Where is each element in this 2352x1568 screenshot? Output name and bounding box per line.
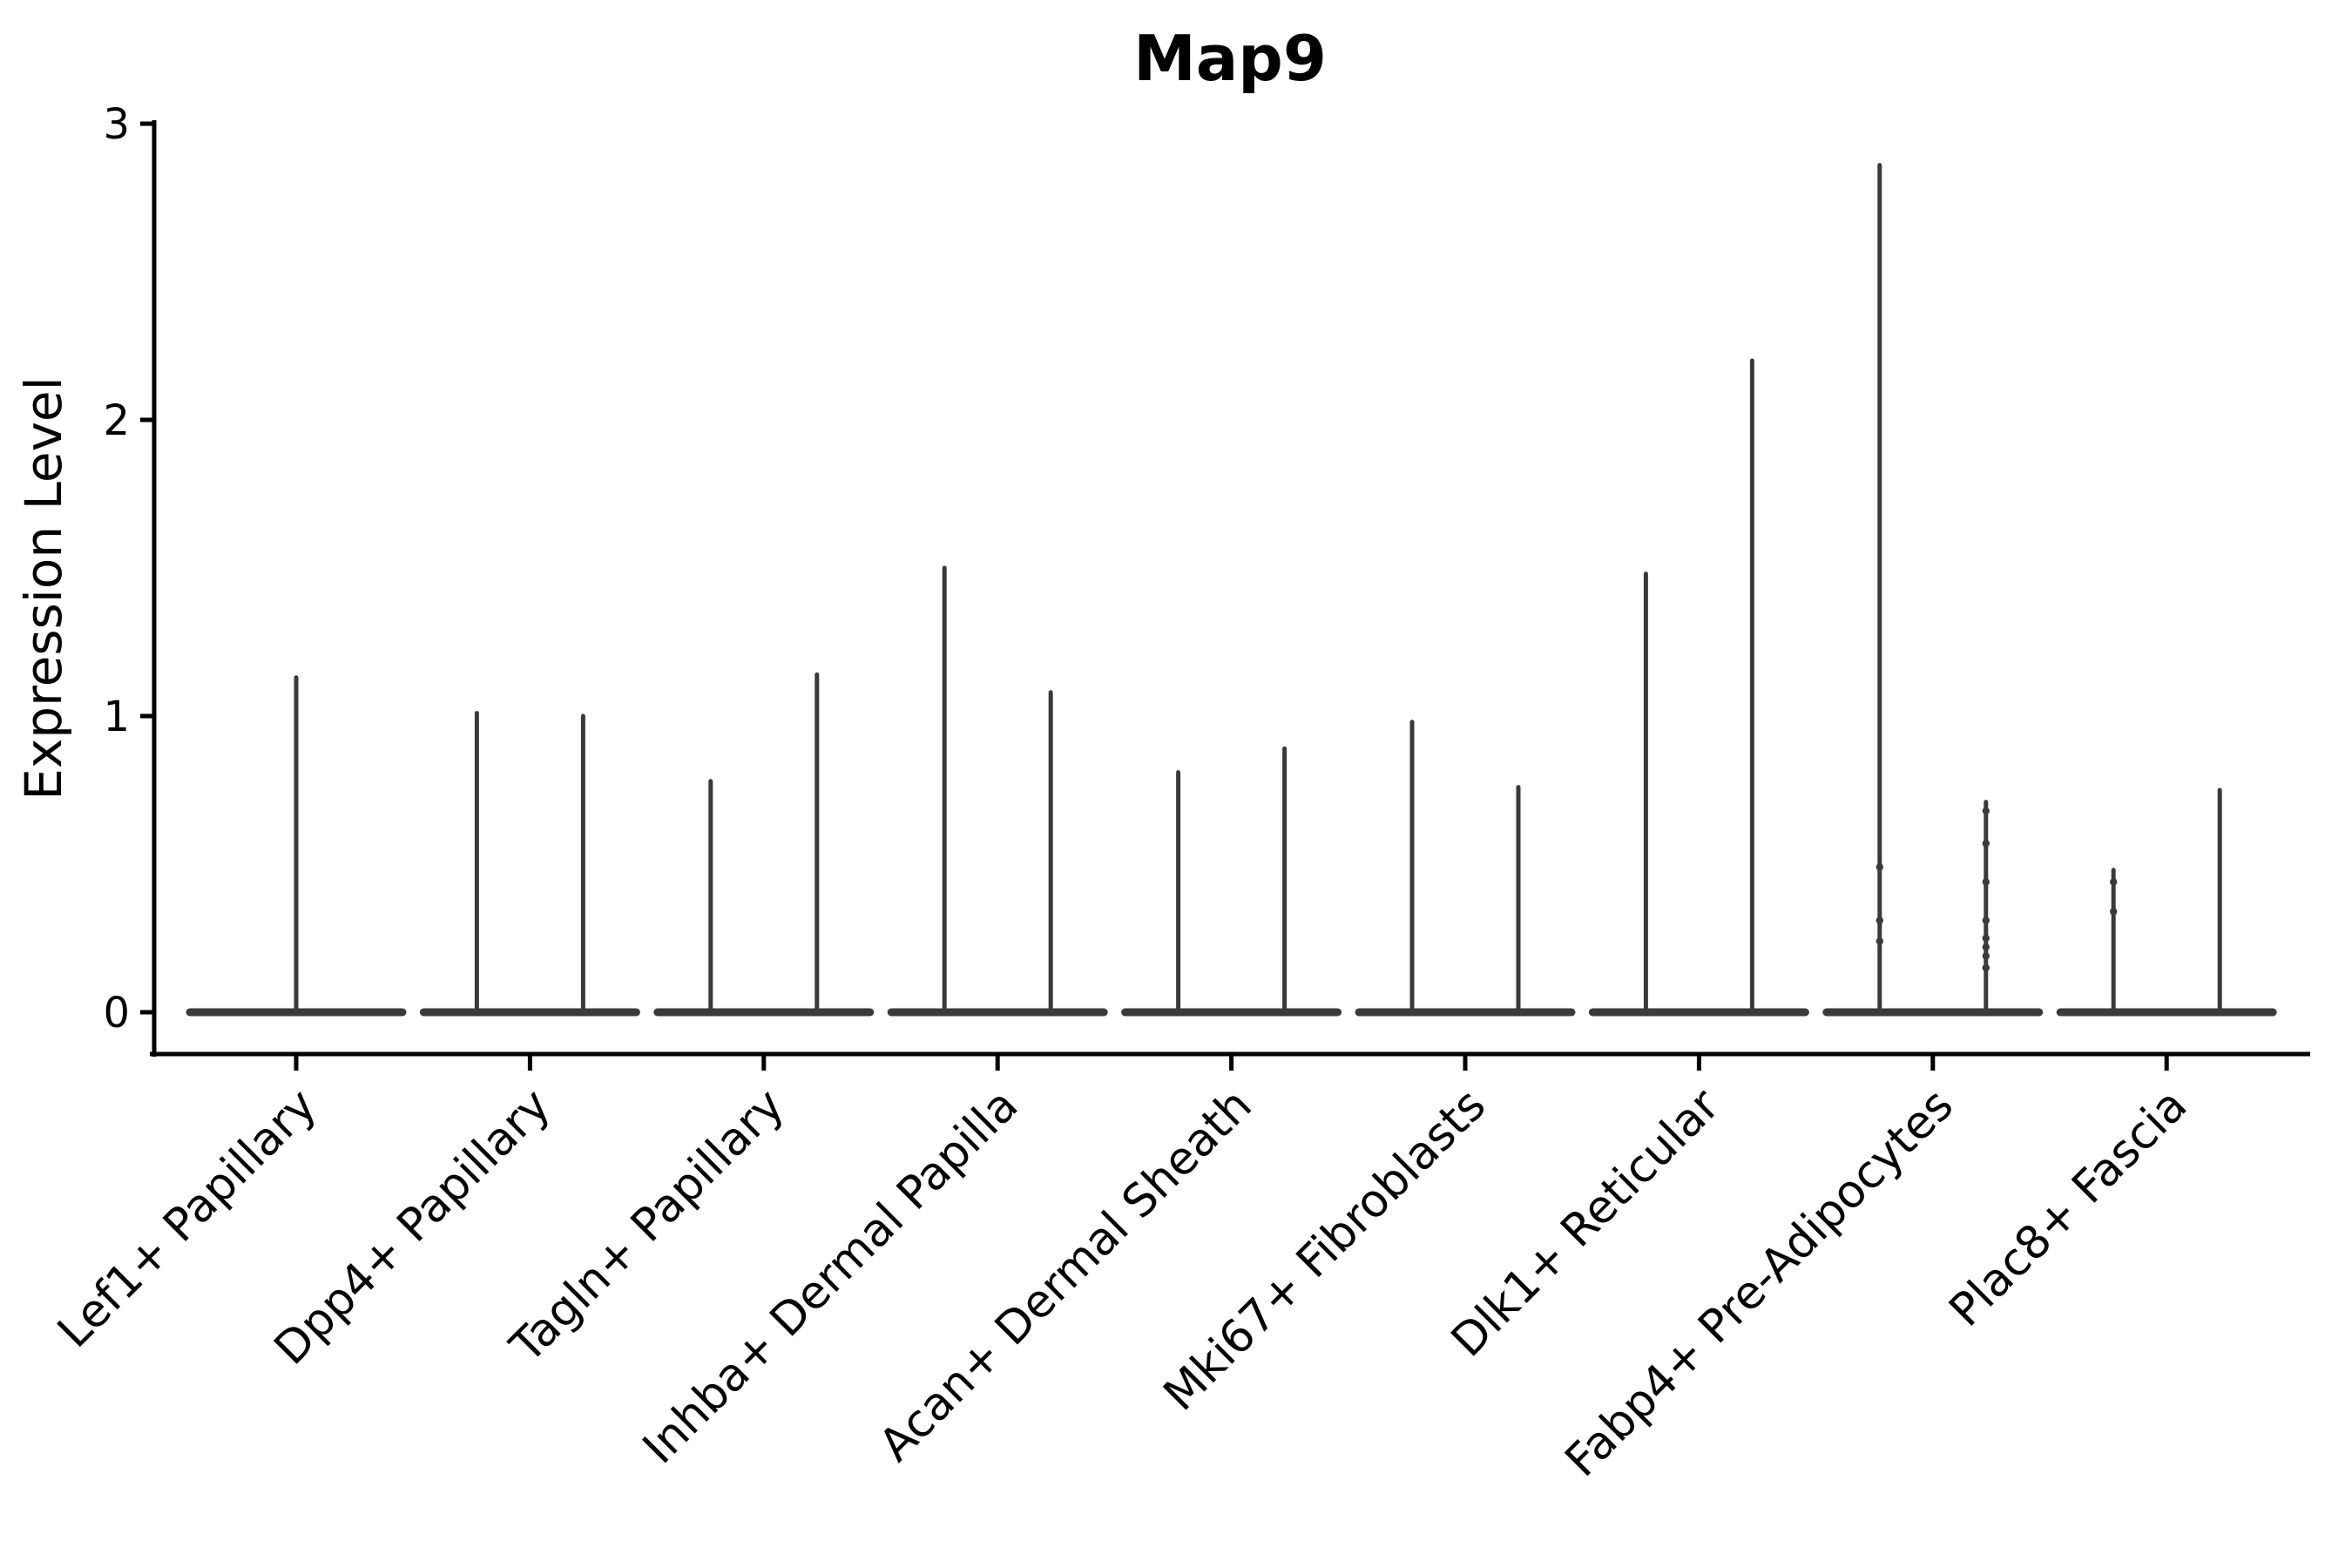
x-tick-label: Inhba+ Dermal Papilla [633,1079,1028,1474]
chart-title: Map9 [1133,22,1327,95]
jitter-point [1982,878,1990,886]
y-tick-label: 2 [103,396,130,445]
jitter-point [1982,807,1990,814]
jitter-point [1876,863,1883,871]
y-tick-label: 1 [103,693,130,741]
x-tick-label: Fabp4+ Pre-Adipocytes [1556,1079,1963,1487]
x-tick-label: Lef1+ Papillary [48,1079,327,1358]
x-tick-label: Plac8+ Fascia [1940,1079,2198,1337]
jitter-point [1876,916,1883,924]
jitter-point [1876,937,1883,945]
x-tick-label: Acan+ Dermal Sheath [869,1079,1262,1472]
y-tick-label: 0 [103,989,130,1037]
jitter-point [1982,943,1990,951]
jitter-point [2110,908,2118,916]
jitter-point [1982,916,1990,924]
jitter-point [1982,840,1990,848]
jitter-point [1982,952,1990,960]
jitter-point [1982,963,1990,972]
jitter-point [1982,934,1990,943]
y-axis-label: Expression Level [14,376,73,800]
jitter-point [2110,878,2118,886]
y-tick-label: 3 [103,100,130,149]
